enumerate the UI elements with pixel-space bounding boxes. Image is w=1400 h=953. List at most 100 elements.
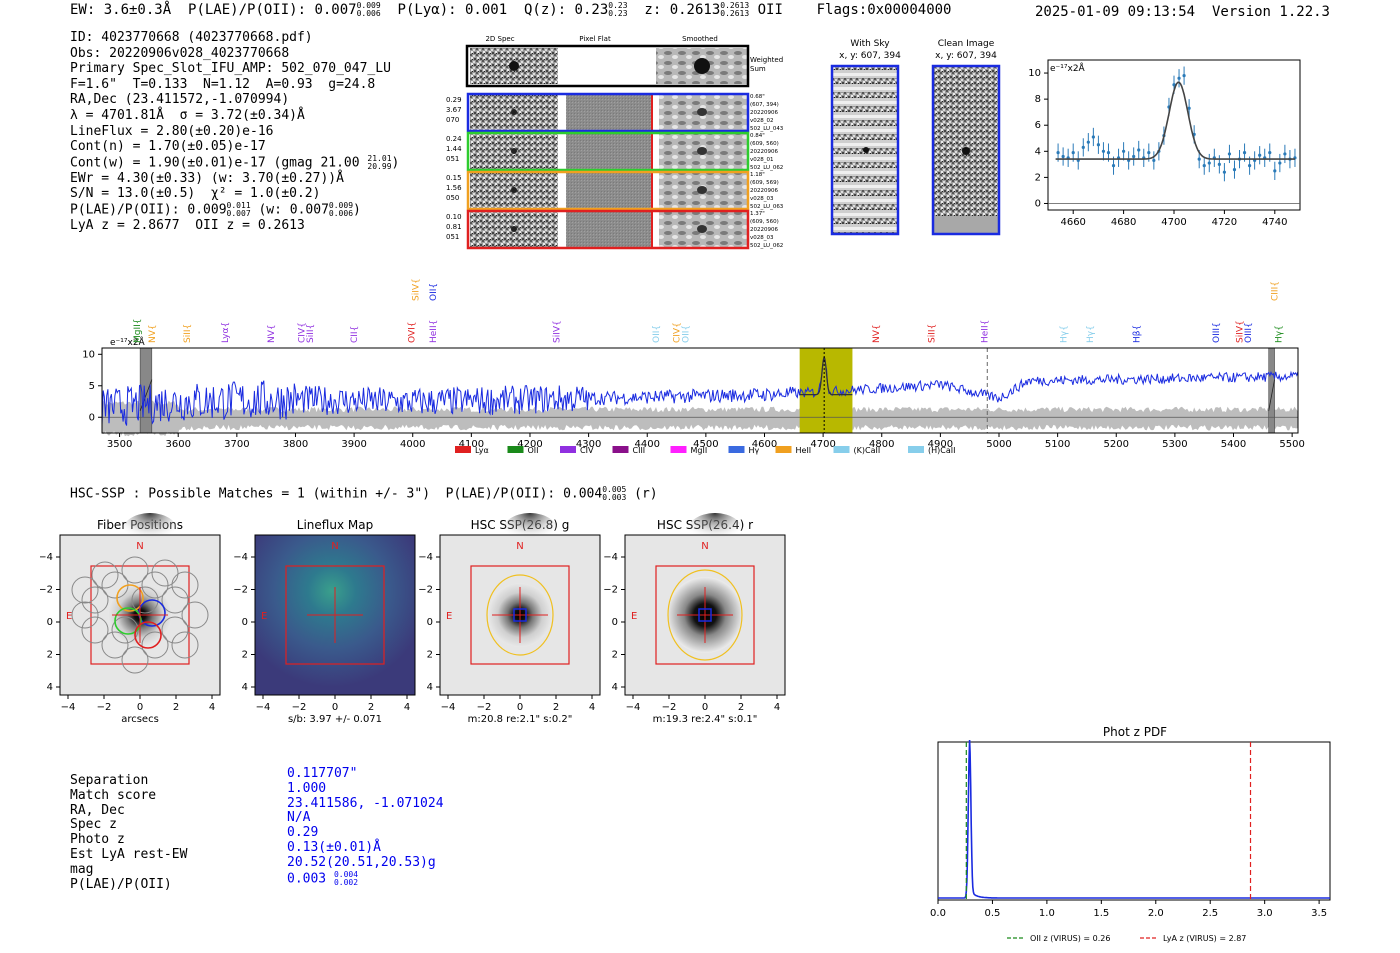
line-label: MgII{ xyxy=(133,318,143,343)
x-tick-label: 4 xyxy=(209,702,215,713)
match-value: 23.411586, -1.071024 xyxy=(287,795,444,811)
y-tick-label: 0 xyxy=(612,617,618,628)
fiber-circle xyxy=(81,586,109,614)
line-label: SiIV{ xyxy=(412,278,422,301)
x-tick-label: 5500 xyxy=(1279,439,1304,450)
line-label: OIII{ xyxy=(1244,322,1254,343)
x-tick-label: 4900 xyxy=(928,439,953,450)
cutout-left-label: 1.56 xyxy=(446,184,462,192)
y-tick-label: 10 xyxy=(82,349,95,360)
cutout-rows: 0.29 3.67 070 0.68" (607, 394) 20220906 v028_0… xyxy=(446,92,784,250)
line-label: Hγ{ xyxy=(1059,325,1069,343)
line-label: HeII{ xyxy=(429,320,439,343)
fiber-highlight xyxy=(134,621,162,649)
line-label: SiIV{ xyxy=(552,320,562,343)
north-label: N xyxy=(516,541,523,552)
aperture-box xyxy=(470,565,570,665)
x-tick-label: 2 xyxy=(368,702,374,713)
y-tick-label: 5 xyxy=(89,381,95,392)
clean-image xyxy=(931,64,1001,236)
x-tick-label: −2 xyxy=(97,702,112,713)
cutout-right-label: 502_LU_063 xyxy=(750,204,784,210)
north-label: N xyxy=(701,541,708,552)
fiber-circle xyxy=(161,586,189,614)
info-sn: S/N = 13.0(±0.5) χ² = 1.0(±0.2) xyxy=(70,186,321,202)
image-panel: Lineflux Map N E −4 4 −2 2 0 0 2 −2 4 −4 s/b: 3.97 +/… xyxy=(233,518,416,725)
header-timestamp: 2025-01-09 09:13:54 Version 1.22.3 xyxy=(1035,4,1330,20)
y-tick-label: 4 xyxy=(427,682,433,693)
info-fwhm: F=1.6" T=0.133 N=1.12 A=0.93 g=24.8 xyxy=(70,76,376,92)
ew-value: EW: 3.6±0.3Å xyxy=(70,2,172,18)
data-point xyxy=(1106,151,1111,155)
weighted-sum-row: Weighted Sum xyxy=(465,44,783,88)
fiber-circle xyxy=(151,559,179,587)
line-label: HeII{ xyxy=(980,320,990,343)
line-label: SiII{ xyxy=(183,324,193,343)
y-tick-label: 0 xyxy=(242,617,248,628)
fiber-highlight xyxy=(116,584,144,612)
x-tick-label: −2 xyxy=(477,702,492,713)
y-tick-label: 10 xyxy=(1028,68,1041,79)
data-point xyxy=(1273,169,1277,173)
data-point xyxy=(1101,149,1106,153)
data-point xyxy=(1232,167,1237,172)
match-value: 0.29 xyxy=(287,825,319,841)
weighted-label: Weighted xyxy=(750,56,783,64)
match-label: Est LyA rest-EW xyxy=(70,846,188,862)
cutout-row: 0.15 1.56 050 1.18" (609, 569) 20220906 v028_0… xyxy=(446,170,784,211)
info-contw: Cont(w) = 1.90(±0.01)e-17 (gmag 21.00 21… xyxy=(70,153,400,171)
match-values: 0.117707" 1.000 23.411586, -1.071024 N/A 0.2… xyxy=(287,766,444,887)
fiber-circle xyxy=(141,631,169,659)
line-label: OII{ xyxy=(429,283,439,301)
east-label: E xyxy=(446,611,452,622)
info-lyaz: LyA z = 2.8677 OII z = 0.2613 xyxy=(70,218,305,234)
cutout-row: 0.24 1.44 051 0.84" (609, 560) 20220906 v028_0… xyxy=(446,131,783,172)
hsc-summary: HSC-SSP : Possible Matches = 1 (within +… xyxy=(70,486,658,502)
x-tick-label: 4 xyxy=(589,702,595,713)
match-value: 0.13(±0.01)Å xyxy=(287,839,381,855)
data-point xyxy=(1248,164,1252,168)
spectrum-frame xyxy=(101,347,1299,434)
plae-header-range: 0.009 0.006 xyxy=(356,1,381,18)
spectrum-fit xyxy=(799,356,853,396)
x-tick-label: 4000 xyxy=(400,439,425,450)
cutout-right-label: 20220906 xyxy=(750,227,778,233)
x-tick-label: 0 xyxy=(702,702,708,713)
east-label: E xyxy=(66,611,72,622)
plya-value: P(Lyα): 0.001 xyxy=(397,2,508,18)
x-tick-label: 3.5 xyxy=(1311,908,1327,919)
x-tick-label: 0.0 xyxy=(930,908,946,919)
data-point xyxy=(1147,151,1151,155)
x-tick-label: 4680 xyxy=(1111,217,1136,228)
cutout-right-label: 20220906 xyxy=(750,188,778,194)
line-fit-ylabel: e⁻¹⁷x2Å xyxy=(1050,62,1086,74)
cutout-right-label: 20220906 xyxy=(750,110,778,116)
with-sky-xy: x, y: 607, 394 xyxy=(839,51,901,61)
x-tick-label: 3600 xyxy=(165,439,190,450)
legend-lya: LyA z (VIRUS) = 2.87 xyxy=(1163,934,1246,943)
match-label: Separation xyxy=(70,773,149,788)
data-point xyxy=(1222,170,1226,174)
fiber-circle xyxy=(121,646,149,674)
line-label: OVI{ xyxy=(407,322,417,343)
info-plae: P(LAE)/P(OII): 0.009 0.011 0.007 (w: 0.007… xyxy=(70,201,361,219)
x-tick-label: 4 xyxy=(774,702,780,713)
x-tick-label: 2 xyxy=(553,702,559,713)
legend-swatch xyxy=(728,446,745,453)
match-plae-range: 0.004 0.002 xyxy=(333,869,359,887)
cutout-right-label: v028_01 xyxy=(750,157,774,163)
x-tick-label: 3.0 xyxy=(1257,908,1273,919)
panel-caption: s/b: 3.97 +/- 0.071 xyxy=(288,714,382,725)
data-point xyxy=(1122,149,1126,153)
hsc-text: HSC-SSP : Possible Matches = 1 (within +… xyxy=(70,486,603,502)
data-point xyxy=(1258,153,1262,157)
x-tick-label: −4 xyxy=(256,702,271,713)
north-label: N xyxy=(136,541,143,552)
y-tick-label: −2 xyxy=(40,585,53,596)
east-label: E xyxy=(631,611,637,622)
data-point xyxy=(1227,152,1232,156)
y-tick-label: 6 xyxy=(1035,120,1041,131)
y-tick-label: 4 xyxy=(47,682,53,693)
cutout-left-label: 051 xyxy=(446,155,459,163)
